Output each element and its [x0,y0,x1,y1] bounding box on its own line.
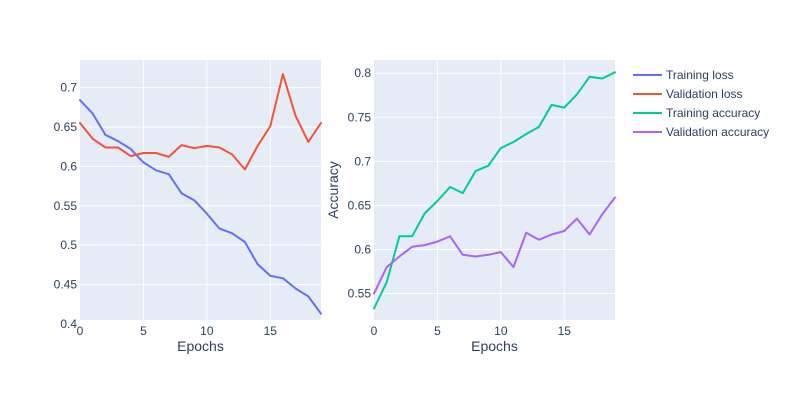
validation-loss-line [79,73,322,171]
loss-x-tick-label: 0 [77,324,84,338]
legend-item-training-accuracy[interactable]: Training accuracy [633,106,760,120]
loss-y-tick-label: 0.4 [60,317,77,331]
accuracy-x-tick-label: 15 [558,324,572,338]
training-loss-line [79,99,322,315]
accuracy-y-axis-title: Accuracy [325,161,341,219]
loss-x-tick-label: 10 [200,324,214,338]
accuracy-x-tick-label: 0 [371,324,378,338]
legend-item-validation-accuracy[interactable]: Validation accuracy [633,125,769,139]
loss-y-tick-label: 0.7 [60,81,77,95]
accuracy-y-tick-label: 0.8 [354,66,371,80]
loss-x-axis-title: Epochs [177,338,224,354]
accuracy-y-tick-label: 0.55 [348,287,372,301]
legend-label: Training accuracy [666,106,760,120]
accuracy-y-tick-label: 0.6 [354,242,371,256]
accuracy-x-tick-label: 5 [434,324,441,338]
loss-y-tick-label: 0.45 [54,278,78,292]
accuracy-y-tick-label: 0.7 [354,154,371,168]
legend-item-training-loss[interactable]: Training loss [633,68,734,82]
loss-y-tick-label: 0.6 [60,159,77,173]
loss-y-tick-label: 0.5 [60,238,77,252]
loss-x-tick-label: 5 [140,324,147,338]
legend-label: Validation loss [666,87,743,101]
loss-x-tick-label: 15 [264,324,278,338]
loss-plot-area [80,60,321,320]
accuracy-chart-panel: 0 5 10 15 0.55 0.6 0.65 0.7 0.75 0.8 Epochs Accurac… [325,60,616,354]
accuracy-x-axis-title: Epochs [471,338,518,354]
loss-y-tick-label: 0.55 [54,199,78,213]
legend: Training loss Validation loss Training acc… [633,68,769,139]
accuracy-y-tick-label: 0.65 [348,198,372,212]
accuracy-x-tick-label: 10 [494,324,508,338]
validation-accuracy-line [373,196,616,295]
training-accuracy-line [373,71,616,310]
accuracy-y-tick-label: 0.75 [348,110,372,124]
loss-y-tick-label: 0.65 [54,120,78,134]
legend-label: Training loss [666,68,734,82]
legend-item-validation-loss[interactable]: Validation loss [633,87,743,101]
legend-label: Validation accuracy [666,125,769,139]
accuracy-plot-area [374,60,615,320]
loss-chart-panel: 0 5 10 15 0.4 0.45 0.5 0.55 0.6 0.65 0.7 Epochs [54,60,322,354]
